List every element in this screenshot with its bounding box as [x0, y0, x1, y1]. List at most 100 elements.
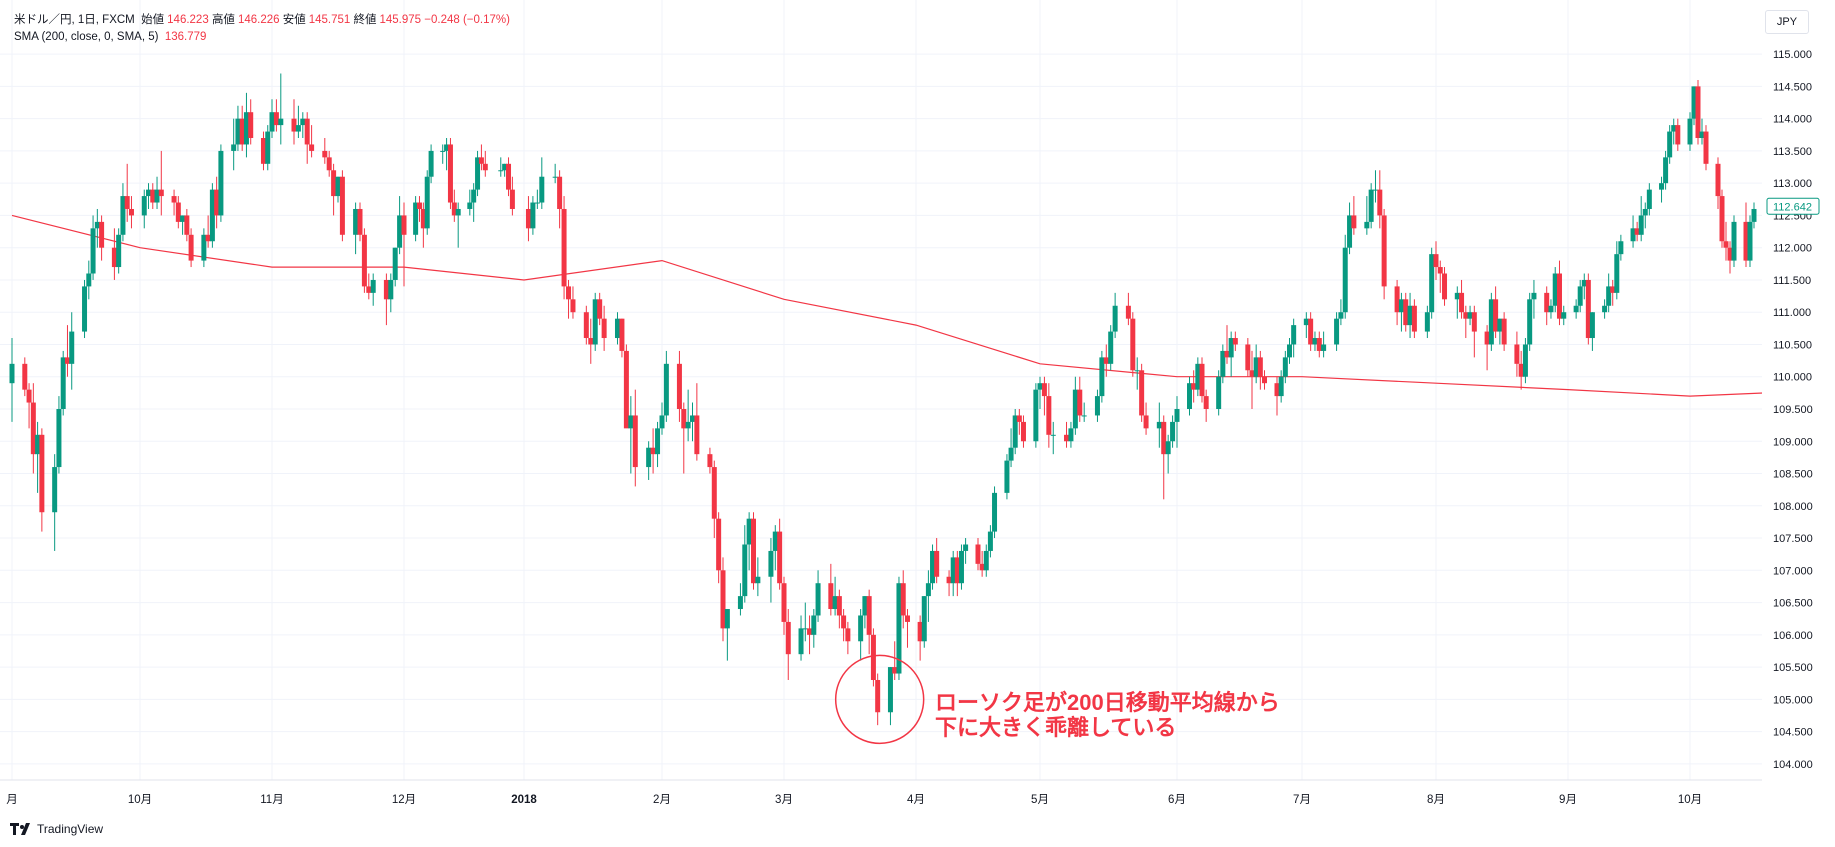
candle	[628, 396, 634, 474]
candle-body	[1552, 273, 1558, 306]
candle-body	[1316, 338, 1322, 351]
candle-body	[1429, 254, 1435, 313]
price-axis[interactable]: 104.000 104.500 105.000 105.500 106.000 106.5…	[1762, 0, 1835, 780]
candle	[146, 183, 152, 209]
candle	[570, 286, 576, 319]
last-price-label: 112.642	[1773, 201, 1812, 213]
candle-body	[557, 176, 563, 209]
candle	[623, 344, 629, 429]
candle	[597, 292, 603, 326]
price-tick-label: 106.500	[1773, 598, 1813, 610]
candle	[1556, 260, 1562, 326]
tradingview-logo-icon	[10, 823, 30, 835]
candle-body	[273, 112, 279, 126]
candle	[676, 350, 682, 422]
annotation-circle	[834, 654, 925, 745]
candle-body	[218, 150, 224, 216]
candle	[561, 196, 567, 300]
candle-body	[1195, 363, 1201, 390]
candle-body	[300, 118, 306, 126]
candle	[1467, 305, 1473, 326]
candle-body	[1488, 299, 1494, 345]
candle-body	[82, 286, 88, 332]
candle	[9, 338, 15, 422]
candle-body	[235, 118, 241, 145]
price-tick-label: 108.000	[1773, 501, 1813, 513]
candle-body	[502, 163, 508, 171]
candle	[1232, 331, 1238, 351]
candle-body	[158, 189, 164, 197]
candle	[455, 202, 461, 248]
candle	[614, 312, 620, 345]
candle-body	[570, 299, 576, 313]
candle	[887, 667, 893, 726]
candle	[1130, 312, 1136, 377]
candle	[1228, 331, 1234, 377]
candle-body	[1368, 189, 1374, 222]
candle-body	[1531, 292, 1537, 300]
candle	[681, 402, 687, 474]
candle-body	[1573, 305, 1579, 313]
candle	[892, 641, 898, 680]
candle-body	[1493, 299, 1499, 332]
candle	[243, 92, 249, 158]
candle	[1033, 383, 1039, 448]
candle	[451, 189, 457, 222]
currency-button[interactable]: JPY	[1765, 10, 1809, 34]
time-axis[interactable]: 月 10月 11月 12月 2018 2月 3月 4月 5月 6月 7月 8月 9月 10月	[0, 779, 1762, 806]
candle	[619, 318, 625, 358]
candle-body	[124, 196, 130, 209]
candle-body	[1663, 157, 1669, 184]
candle-body	[455, 208, 461, 216]
candle-body	[958, 550, 964, 584]
candle	[116, 228, 122, 274]
candle	[1442, 267, 1448, 306]
candle-body	[921, 596, 927, 642]
candle	[1081, 402, 1087, 422]
symbol-name: 米ドル／円, 1日, FXCM	[14, 14, 135, 26]
candle	[1008, 428, 1014, 468]
candle	[866, 589, 872, 655]
candle	[1403, 292, 1409, 332]
candle-body	[94, 221, 100, 229]
candle-body	[424, 176, 430, 229]
last-price-badge	[1766, 197, 1820, 215]
candle	[1493, 286, 1499, 339]
candle-body	[892, 667, 898, 674]
candle	[1020, 415, 1026, 448]
candle	[1278, 370, 1284, 403]
candle-body	[1321, 344, 1327, 351]
candle-body	[1174, 409, 1180, 422]
candle-body	[815, 583, 821, 616]
candle	[278, 73, 284, 145]
candle-body	[858, 615, 864, 642]
candle-body	[900, 583, 906, 616]
candle	[1203, 389, 1209, 422]
candle-body	[841, 615, 847, 629]
low-value: 145.751	[308, 14, 351, 26]
candle-body	[1220, 350, 1226, 377]
candle	[1199, 357, 1205, 403]
candle	[424, 170, 430, 235]
tradingview-logo[interactable]: TradingView	[10, 822, 103, 836]
candle-body	[60, 357, 66, 409]
time-tick-label: 4月	[907, 794, 925, 806]
candle-body	[987, 531, 993, 551]
candle	[659, 402, 665, 435]
candle	[1308, 312, 1314, 351]
candle-body	[150, 189, 156, 203]
candle	[326, 150, 332, 177]
candle-body	[209, 189, 215, 242]
sma-value: 136.779	[164, 31, 207, 43]
candle-body	[768, 550, 774, 577]
candle	[755, 557, 761, 597]
candle	[1638, 196, 1644, 242]
candle-body	[724, 609, 730, 629]
candle	[1544, 286, 1550, 326]
candle-body	[506, 163, 512, 190]
candle-body	[1050, 434, 1056, 436]
candle-body	[975, 544, 981, 564]
candle	[1224, 325, 1230, 364]
candle	[904, 609, 910, 648]
